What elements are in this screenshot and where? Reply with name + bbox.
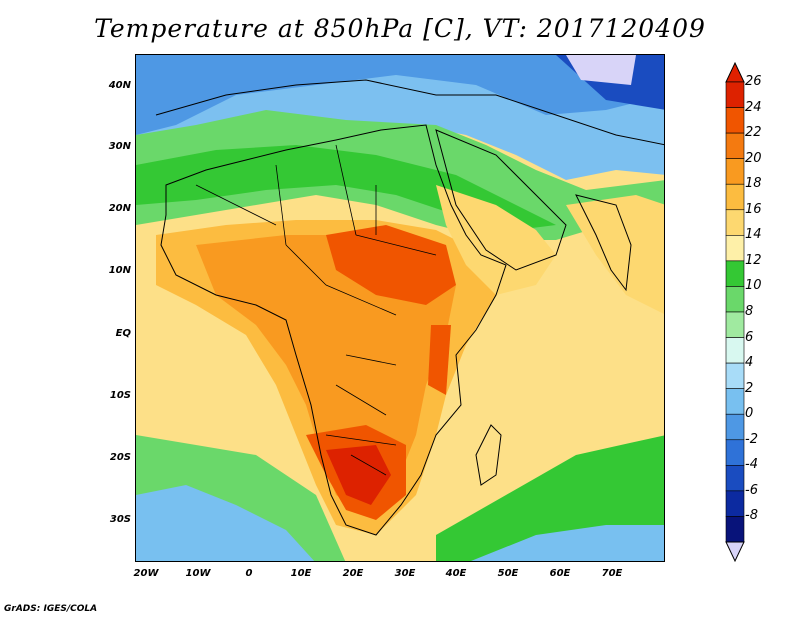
colorbar-top-arrow xyxy=(725,62,745,83)
kalahari-hottest-spot xyxy=(326,445,391,505)
colorbar-label: 14 xyxy=(745,227,762,243)
lon-label: 20W xyxy=(133,568,159,579)
lon-label: 20E xyxy=(342,568,364,579)
credit-text: GrADS: IGES/COLA xyxy=(4,604,98,614)
colorbar-segment xyxy=(725,516,745,543)
colorbar-segment xyxy=(725,81,745,108)
temperature-map xyxy=(135,54,665,562)
colorbar-segment xyxy=(725,235,745,262)
colorbar-bottom-arrow xyxy=(725,541,745,562)
colorbar-segment xyxy=(725,286,745,313)
colorbar-segment xyxy=(725,183,745,211)
colorbar-segment xyxy=(725,388,745,415)
lat-label: 20N xyxy=(108,203,131,214)
colorbar xyxy=(725,62,745,562)
colorbar-label: 22 xyxy=(745,125,762,141)
colorbar-label: 20 xyxy=(745,150,762,166)
lon-label: 10W xyxy=(185,568,211,579)
lat-label: 10S xyxy=(109,390,131,401)
colorbar-segment xyxy=(725,107,745,134)
colorbar-label: 10 xyxy=(745,278,762,294)
lat-label: 40N xyxy=(108,80,131,91)
europe-cold-zone xyxy=(136,55,664,135)
colorbar-label: 24 xyxy=(745,99,762,115)
colorbar-segment xyxy=(725,260,745,287)
colorbar-label: 8 xyxy=(745,304,754,319)
lat-label: EQ xyxy=(115,328,131,339)
colorbar-segment xyxy=(725,490,745,517)
india-coastline xyxy=(575,194,632,292)
colorbar-segment xyxy=(725,465,745,492)
lat-label: 30N xyxy=(108,141,131,152)
lat-label: 30S xyxy=(109,514,131,525)
colorbar-segment xyxy=(725,337,745,364)
country-borders xyxy=(195,144,437,476)
arabia-coastline xyxy=(435,129,567,271)
lat-label: 20S xyxy=(109,452,131,463)
colorbar-label: 18 xyxy=(745,176,762,192)
colorbar-label: -8 xyxy=(745,508,758,524)
lon-label: 40E xyxy=(445,568,467,579)
lon-label: 60E xyxy=(549,568,571,579)
colorbar-label: -4 xyxy=(745,457,758,473)
sudan-hot-spot xyxy=(326,225,456,305)
lon-label: 30E xyxy=(394,568,416,579)
map-title: Temperature at 850hPa [C], VT: 201712040… xyxy=(94,14,706,43)
colorbar-segment xyxy=(725,439,745,466)
madagascar-coastline xyxy=(475,424,502,486)
colorbar-segment xyxy=(725,362,745,389)
south-atlantic-cold-zone xyxy=(136,485,315,561)
south-indian-cold-zone xyxy=(471,525,664,561)
lon-label: 70E xyxy=(601,568,623,579)
colorbar-segment xyxy=(725,132,745,159)
lon-label: 50E xyxy=(497,568,519,579)
colorbar-label: -2 xyxy=(745,431,758,447)
colorbar-label: -6 xyxy=(745,482,758,498)
colorbar-label: 2 xyxy=(745,380,754,396)
colorbar-segment xyxy=(725,413,745,441)
lon-label: 0 xyxy=(245,568,253,579)
colorbar-label: 0 xyxy=(745,406,754,422)
arabia-warm-zone xyxy=(436,185,556,295)
east-africa-hot-spot xyxy=(428,325,451,395)
colorbar-label: 4 xyxy=(745,355,754,371)
colorbar-segment xyxy=(725,311,745,338)
europe-coastline xyxy=(155,79,664,146)
colorbar-label: 6 xyxy=(745,329,754,345)
colorbar-label: 12 xyxy=(745,252,762,268)
lon-label: 10E xyxy=(290,568,312,579)
map-canvas xyxy=(136,55,664,561)
lat-label: 10N xyxy=(108,265,131,276)
africa-coastline xyxy=(160,124,507,536)
colorbar-label: 26 xyxy=(745,74,762,89)
colorbar-segment xyxy=(725,158,745,185)
colorbar-label: 16 xyxy=(745,201,762,217)
coldest-patch xyxy=(566,55,636,85)
colorbar-segment xyxy=(725,209,745,236)
